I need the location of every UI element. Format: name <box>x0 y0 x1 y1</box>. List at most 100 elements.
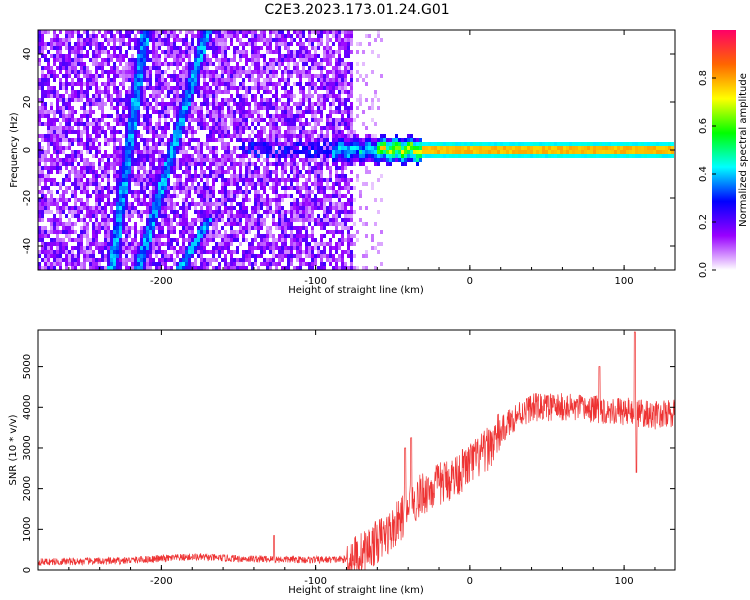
spectrogram-cell <box>185 38 188 42</box>
spectrogram-cell <box>311 102 314 106</box>
spectrogram-cell <box>65 102 68 106</box>
spectrogram-cell <box>320 62 323 66</box>
spectrogram-cell <box>65 254 68 258</box>
spectrogram-cell <box>299 238 302 242</box>
spectrogram-cell <box>302 62 305 66</box>
spectrogram-cell <box>224 242 227 246</box>
spectrogram-cell <box>125 74 128 78</box>
spectrogram-cell <box>218 106 221 110</box>
spectrogram-cell <box>335 62 338 66</box>
spectrogram-cell <box>152 54 155 58</box>
spectrogram-cell <box>233 158 236 162</box>
spectrogram-cell <box>311 118 314 122</box>
spectrogram-cell <box>350 234 353 238</box>
spectrogram-cell <box>335 142 338 146</box>
spectrogram-cell <box>290 226 293 230</box>
spectrogram-cell <box>335 94 338 98</box>
spectrogram-cell <box>77 162 80 166</box>
spectrogram-cell <box>302 198 305 202</box>
spectrogram-cell <box>305 210 308 214</box>
spectrogram-cell <box>251 222 254 226</box>
spectrogram-cell <box>56 134 59 138</box>
spectrogram-cell <box>164 182 167 186</box>
spectrogram-cell <box>293 162 296 166</box>
spectrogram-cell <box>347 254 350 258</box>
spectrogram-cell <box>257 54 260 58</box>
spectrogram-cell <box>257 110 260 114</box>
spectrogram-cell <box>134 62 137 66</box>
spectrogram-cell <box>200 190 203 194</box>
spectrogram-cell <box>260 34 263 38</box>
spectrogram-cell <box>356 106 359 110</box>
spectrogram-cell <box>50 222 53 226</box>
spectrogram-cell <box>329 178 332 182</box>
spectrogram-cell <box>230 210 233 214</box>
spectrogram-cell <box>320 86 323 90</box>
spectrogram-cell <box>338 98 341 102</box>
spectrogram-cell <box>158 190 161 194</box>
spectrogram-cell <box>113 226 116 230</box>
spectrogram-cell <box>206 202 209 206</box>
spectrogram-cell <box>173 58 176 62</box>
spectrogram-cell <box>296 230 299 234</box>
spectrogram-cell <box>251 94 254 98</box>
spectrogram-cell <box>149 66 152 70</box>
spectrogram-cell <box>152 58 155 62</box>
spectrogram-cell <box>149 158 152 162</box>
spectrogram-cell <box>68 162 71 166</box>
spectrogram-cell <box>77 174 80 178</box>
spectrogram-cell <box>122 222 125 226</box>
spectrogram-cell <box>212 146 215 150</box>
spectrogram-cell <box>329 210 332 214</box>
spectrogram-cell <box>188 186 191 190</box>
spectrogram-cell <box>218 122 221 126</box>
spectrogram-cell <box>305 158 308 162</box>
spectrogram-cell <box>164 130 167 134</box>
spectrogram-cell <box>140 178 143 182</box>
spectrogram-cell <box>101 178 104 182</box>
spectrogram-cell <box>194 162 197 166</box>
spectrogram-cell <box>269 34 272 38</box>
spectrogram-cell <box>74 182 77 186</box>
spectrogram-cell <box>251 34 254 38</box>
spectrogram-cell <box>182 78 185 82</box>
spectrogram-cell <box>185 162 188 166</box>
spectrogram-cell <box>281 230 284 234</box>
spectrogram-cell <box>185 206 188 210</box>
spectrogram-cell <box>173 146 176 150</box>
spectrogram-cell <box>266 50 269 54</box>
spectrogram-cell <box>140 210 143 214</box>
spectrogram-cell <box>323 250 326 254</box>
spectrogram-cell <box>296 162 299 166</box>
spectrogram-cell <box>251 30 254 34</box>
spectrogram-cell <box>173 158 176 162</box>
spectrogram-cell <box>335 178 338 182</box>
spectrogram-cell <box>230 134 233 138</box>
spectrogram-cell <box>47 190 50 194</box>
spectrogram-cell <box>212 154 215 158</box>
spectrogram-cell <box>152 214 155 218</box>
spectrogram-cell <box>236 102 239 106</box>
spectrogram-cell <box>317 214 320 218</box>
spectrogram-cell <box>296 178 299 182</box>
spectrogram-cell <box>122 66 125 70</box>
spectrogram-cell <box>236 190 239 194</box>
spectrogram-cell <box>131 134 134 138</box>
spectrogram-cell <box>266 42 269 46</box>
spectrogram-cell <box>272 182 275 186</box>
spectrogram-cell <box>65 162 68 166</box>
spectrogram-cell <box>332 42 335 46</box>
spectrogram-cell <box>263 126 266 130</box>
spectrogram-cell <box>164 102 167 106</box>
spectrogram-cell <box>167 190 170 194</box>
spectrogram-cell <box>284 34 287 38</box>
spectrogram-cell <box>77 122 80 126</box>
spectrogram-cell <box>185 174 188 178</box>
spectrogram-cell <box>80 130 83 134</box>
spectrogram-cell <box>134 46 137 50</box>
spectrogram-cell <box>152 94 155 98</box>
spectrogram-cell <box>242 214 245 218</box>
spectrogram-cell <box>221 162 224 166</box>
spectrogram-cell <box>350 162 353 166</box>
spectrogram-cell <box>95 70 98 74</box>
